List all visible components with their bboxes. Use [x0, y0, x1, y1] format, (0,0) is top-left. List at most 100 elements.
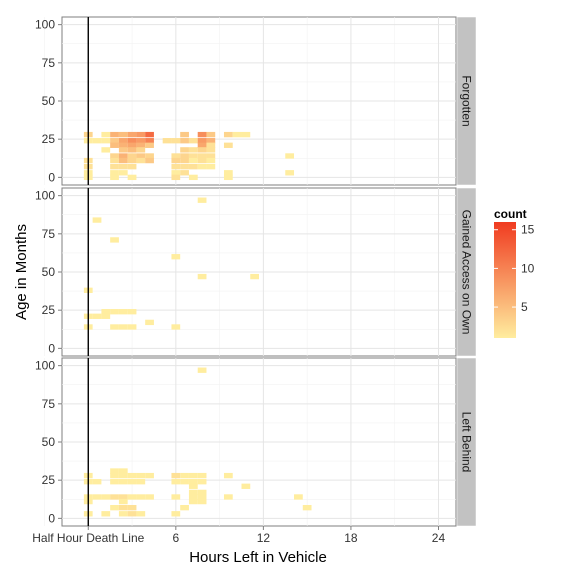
y-tick-label: 0: [48, 511, 55, 525]
heat-cell: [101, 313, 111, 319]
heat-cell: [145, 138, 154, 144]
y-tick-label: 50: [42, 435, 56, 449]
heat-cell: [197, 489, 207, 496]
heat-cell: [197, 131, 207, 138]
y-tick-label: 50: [42, 265, 56, 279]
heat-cell: [180, 164, 189, 170]
heat-cell: [180, 153, 189, 159]
heat-cell: [145, 157, 154, 164]
heat-cell: [110, 170, 119, 176]
heat-cell: [118, 511, 128, 517]
heat-cell: [145, 153, 154, 159]
heat-cell: [145, 472, 154, 479]
y-tick-label: 100: [35, 189, 55, 203]
heat-cell: [118, 147, 128, 153]
heat-cell: [127, 164, 137, 170]
heat-cell: [188, 157, 198, 164]
legend-break-label: 10: [521, 261, 535, 275]
legend-break-label: 5: [521, 300, 528, 314]
heat-cell: [197, 479, 207, 485]
heat-cell: [188, 153, 198, 159]
heat-cell: [92, 217, 102, 223]
heat-cell: [110, 479, 119, 485]
heat-cell: [110, 131, 119, 138]
heat-cell: [127, 479, 137, 485]
y-tick-label: 0: [48, 341, 55, 355]
heat-cell: [110, 174, 119, 181]
heat-cell: [294, 494, 303, 500]
heat-cell: [101, 309, 111, 315]
heat-cell: [188, 138, 198, 144]
heat-cell: [206, 157, 216, 164]
heat-cell: [171, 164, 181, 170]
legend-title: count: [494, 207, 527, 221]
heat-cell: [180, 505, 189, 511]
heat-cell: [127, 494, 137, 500]
heat-cell: [136, 147, 146, 153]
heat-cell: [110, 142, 119, 148]
heat-cell: [171, 174, 181, 181]
y-tick-label: 25: [42, 473, 56, 487]
legend: count 5 10 15: [494, 207, 535, 338]
heat-cell: [127, 147, 137, 153]
heat-cell: [136, 479, 146, 485]
heat-cell: [110, 309, 119, 315]
heat-cell: [223, 131, 233, 138]
heat-cell: [171, 494, 181, 500]
heat-cell: [241, 131, 251, 138]
facet-strip-label: Forgotten: [460, 75, 474, 126]
heat-cell: [127, 324, 137, 330]
heat-cell: [285, 153, 295, 159]
facet-strip-label: Gained Access on Own: [460, 210, 474, 335]
heat-cell: [118, 498, 128, 505]
facet-strip: [456, 187, 477, 357]
heat-cell: [118, 157, 128, 164]
heat-cell: [127, 138, 137, 144]
heat-cell: [136, 138, 146, 144]
heat-cell: [171, 511, 181, 517]
panel-gained-access-on-own: 0 25 50 75 100 Gained Access on Own: [35, 187, 477, 357]
heat-cell: [145, 131, 154, 138]
heat-cell: [250, 273, 259, 280]
heat-cell: [110, 153, 119, 159]
heat-cell: [136, 472, 146, 479]
heat-cell: [118, 131, 128, 138]
heat-cell: [171, 170, 181, 176]
heat-cell: [127, 157, 137, 164]
heat-cell: [118, 468, 128, 474]
y-tick-label: 0: [48, 170, 55, 184]
heat-cell: [110, 324, 119, 330]
heat-cell: [127, 174, 137, 181]
heat-cell: [171, 324, 181, 330]
heat-cell: [92, 313, 102, 319]
y-tick-label: 50: [42, 94, 56, 108]
y-tick-label: 75: [42, 227, 56, 241]
heat-cell: [118, 164, 128, 170]
heat-cell: [101, 494, 111, 500]
heat-cell: [180, 157, 189, 164]
heat-cell: [127, 142, 137, 148]
heat-cell: [92, 479, 102, 485]
heat-cell: [206, 138, 216, 144]
heat-cell: [127, 309, 137, 315]
heat-cell: [197, 494, 207, 500]
heat-cell: [136, 142, 146, 148]
heat-cell: [136, 494, 146, 500]
heat-cell: [171, 138, 181, 144]
heat-cell: [188, 494, 198, 500]
legend-colorbar: [494, 222, 516, 338]
heat-cell: [118, 479, 128, 485]
heat-cell: [180, 170, 189, 176]
heat-cell: [118, 505, 128, 511]
heat-cell: [127, 153, 137, 159]
heat-cell: [206, 164, 216, 170]
heat-cell: [110, 468, 119, 474]
heat-cell: [110, 494, 119, 500]
heat-cell: [136, 157, 146, 164]
heat-cell: [197, 153, 207, 159]
heat-cell: [285, 170, 295, 176]
heat-cell: [180, 472, 189, 479]
heat-cell: [188, 472, 198, 479]
heat-cell: [171, 157, 181, 164]
heat-cell: [92, 138, 102, 144]
